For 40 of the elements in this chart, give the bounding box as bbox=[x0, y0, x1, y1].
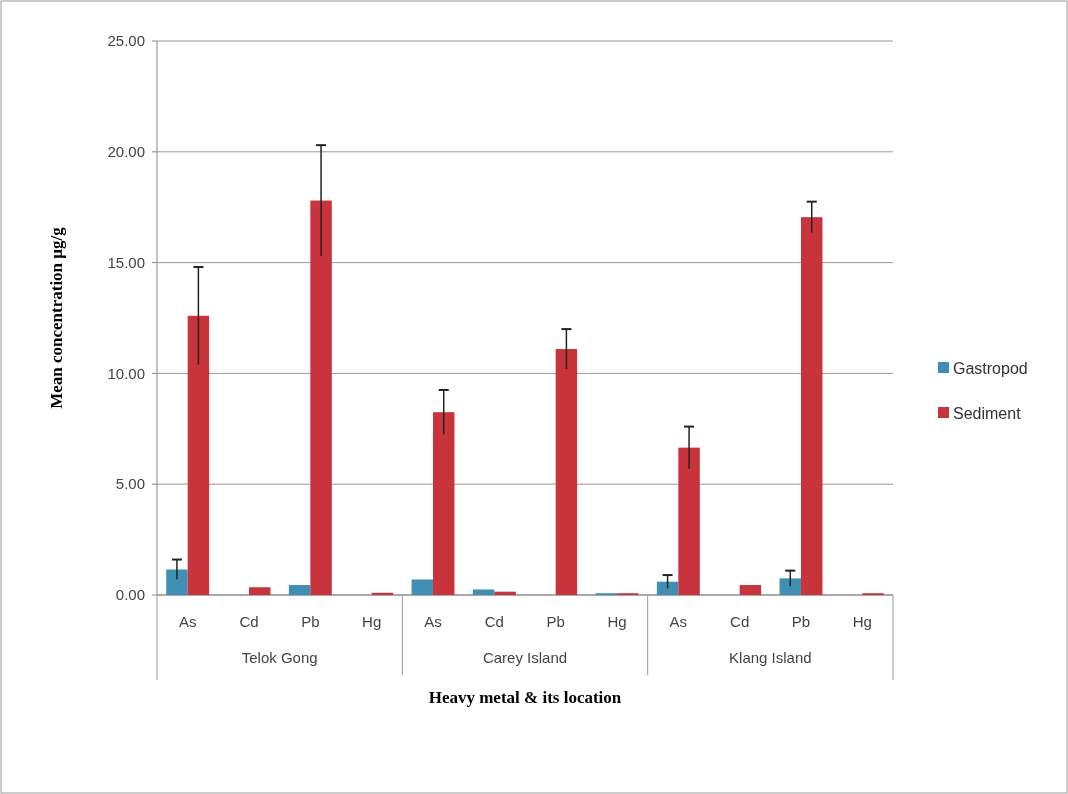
y-tick-label: 25.00 bbox=[107, 32, 145, 50]
x-axis-title: Heavy metal & its location bbox=[428, 688, 622, 707]
legend-label: Sediment bbox=[953, 404, 1022, 422]
text: Klang Island bbox=[729, 649, 812, 666]
y-tick-label: 5.00 bbox=[115, 475, 145, 493]
bar bbox=[472, 589, 495, 595]
bar bbox=[779, 578, 801, 595]
x-tick-label: As bbox=[669, 613, 688, 630]
y-tick-label: 0.00 bbox=[115, 586, 145, 604]
bar bbox=[411, 579, 433, 595]
x-tick-label: Cd bbox=[484, 613, 504, 630]
x-tick-label: Pb bbox=[546, 613, 565, 630]
bar bbox=[310, 200, 332, 595]
text: Carey Island bbox=[482, 649, 568, 666]
bar bbox=[187, 315, 210, 595]
bar bbox=[801, 217, 823, 595]
bar bbox=[433, 412, 455, 595]
bar bbox=[494, 591, 516, 595]
x-tick-label: Pb bbox=[301, 613, 320, 630]
legend-label: Gastropod bbox=[953, 359, 1028, 377]
bar bbox=[249, 587, 271, 595]
text: Telok Gong bbox=[241, 649, 318, 666]
x-tick-label: As bbox=[424, 613, 442, 630]
y-tick-label: 20.00 bbox=[107, 143, 145, 161]
y-tick-label: 15.00 bbox=[107, 253, 145, 271]
bar bbox=[555, 349, 578, 595]
bar bbox=[166, 569, 188, 595]
x-tick-label: Pb bbox=[791, 613, 811, 630]
bar bbox=[656, 581, 679, 595]
x-tick-label: Cd bbox=[730, 613, 750, 630]
x-tick-label: Cd bbox=[239, 613, 259, 630]
x-tick-label: Hg bbox=[607, 613, 627, 630]
bar bbox=[739, 585, 762, 595]
y-tick-label: 10.00 bbox=[107, 364, 145, 382]
bar bbox=[288, 585, 311, 595]
x-tick-label: Hg bbox=[362, 613, 382, 630]
x-tick-label: As bbox=[178, 613, 197, 630]
y-axis-title: Mean concentration µg/g bbox=[47, 226, 66, 409]
x-tick-label: Hg bbox=[852, 613, 872, 630]
bar bbox=[678, 447, 700, 595]
